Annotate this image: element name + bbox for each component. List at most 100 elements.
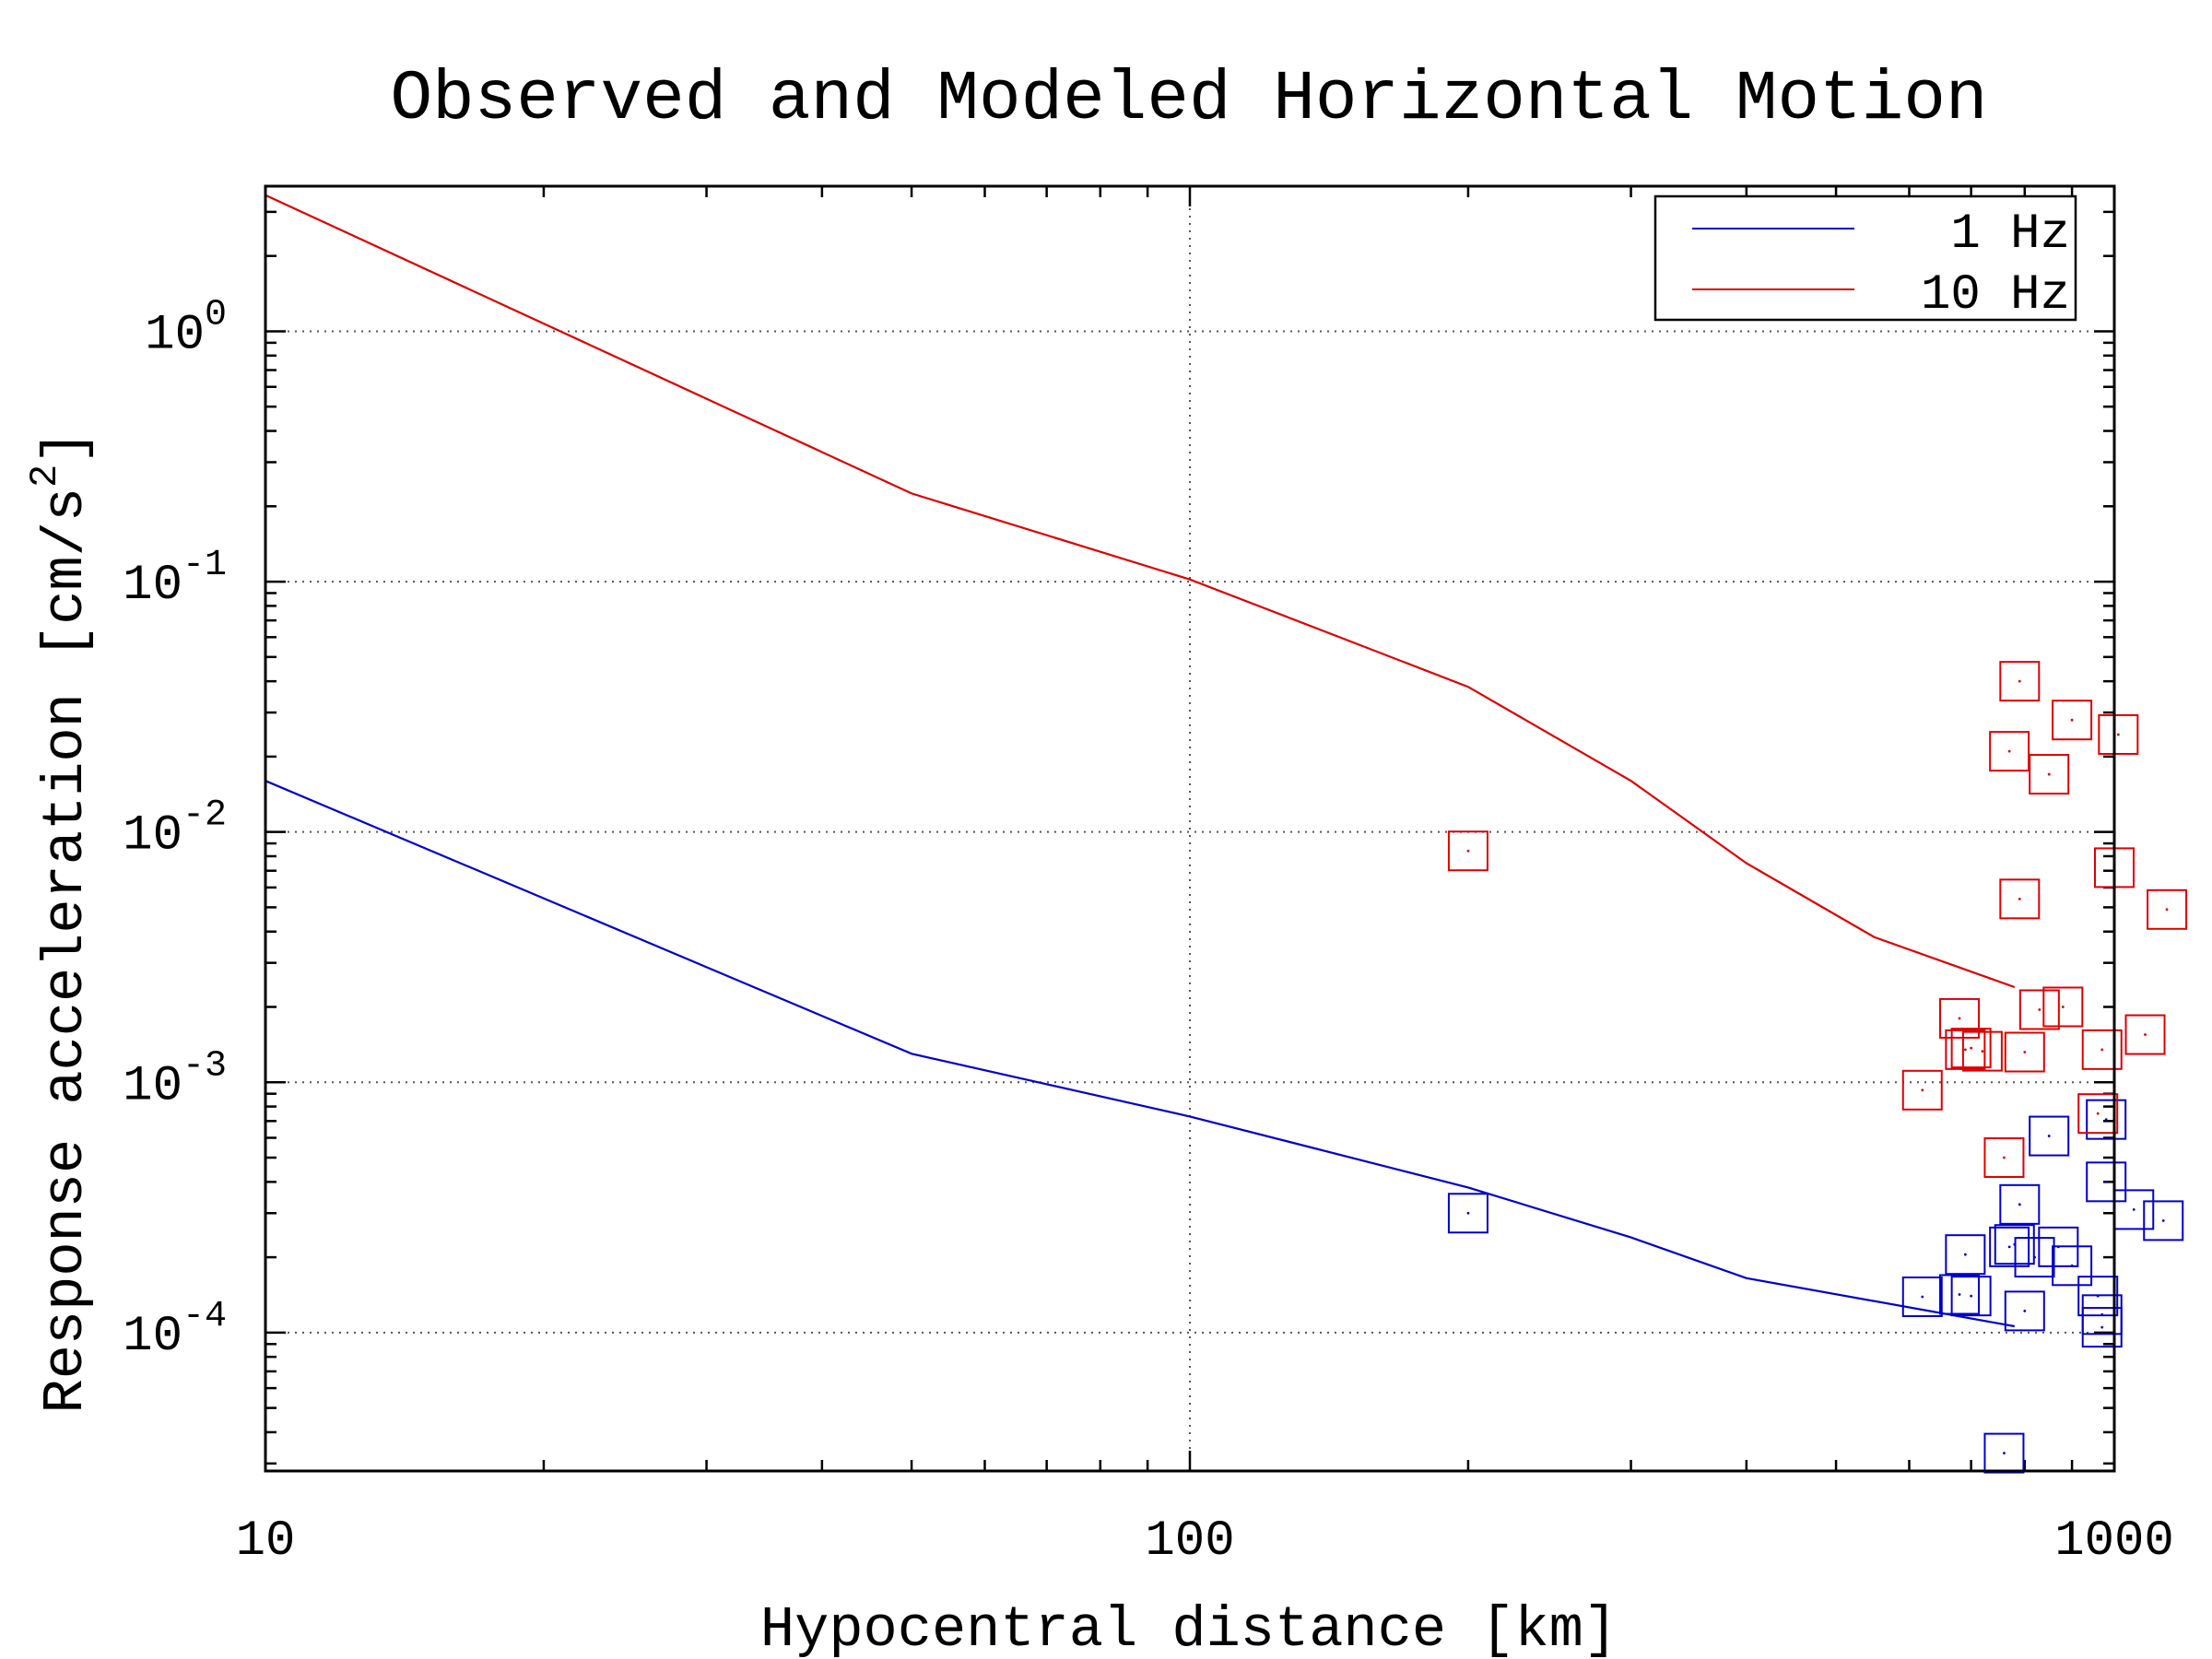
observed-point-1hz <box>2086 1099 2127 1140</box>
observed-point-10hz <box>1989 731 2030 772</box>
observed-point-10hz <box>1999 878 2041 920</box>
observed-point-center-10hz <box>1958 1017 1961 1020</box>
x-tick-label: 10 <box>236 1513 296 1570</box>
observed-point-center-1hz <box>2023 1309 2027 1312</box>
observed-point-1hz <box>1983 1432 2025 1474</box>
observed-point-1hz <box>2014 1237 2055 1278</box>
observed-point-1hz <box>1939 1274 1981 1315</box>
observed-point-center-10hz <box>1466 849 1470 853</box>
axis-ticks <box>264 186 2114 1471</box>
observed-point-1hz <box>2081 1307 2123 1348</box>
observed-point-1hz <box>2004 1290 2045 1332</box>
observed-point-1hz <box>2143 1200 2184 1241</box>
observed-point-center-10hz <box>1921 1088 1924 1092</box>
observed-point-10hz <box>2042 986 2084 1028</box>
model-line-10hz <box>265 194 2016 989</box>
observed-point-center-10hz <box>2116 733 2120 736</box>
observed-point-center-10hz <box>1970 1046 1973 1050</box>
observed-point-10hz <box>2052 700 2093 741</box>
observed-point-center-10hz <box>2047 772 2051 776</box>
observed-point-10hz <box>1961 1030 2003 1072</box>
observed-point-center-1hz <box>1963 1253 1967 1256</box>
observed-point-10hz <box>2018 989 2060 1030</box>
legend-box <box>1653 194 2077 322</box>
observed-point-center-1hz <box>2007 1245 2011 1249</box>
x-tick-label: 1000 <box>2054 1513 2174 1570</box>
y-tick-label: 10-3 <box>123 1045 227 1114</box>
grid <box>265 186 2114 1471</box>
observed-point-center-10hz <box>2144 1033 2147 1036</box>
observed-point-10hz <box>1999 661 2041 702</box>
observed-point-center-1hz <box>2100 1312 2104 1316</box>
x-tick-label: 100 <box>1145 1513 1234 1570</box>
y-tick-label: 10-2 <box>123 795 227 865</box>
observed-point-1hz <box>1945 1234 1986 1276</box>
observed-point-10hz <box>2098 713 2139 755</box>
y-tick-label: 100 <box>145 294 227 363</box>
observed-point-center-10hz <box>1981 1050 1984 1053</box>
observed-point-center-10hz <box>2165 908 2169 912</box>
observed-point-center-10hz <box>2038 1008 2041 1011</box>
observed-point-center-1hz <box>1958 1293 1961 1296</box>
observed-point-center-10hz <box>2018 679 2021 683</box>
observed-point-center-1hz <box>1921 1295 1924 1299</box>
observed-point-10hz <box>1447 830 1488 872</box>
y-axis-label: Response acceleration [cm/s2] <box>23 429 99 1413</box>
observed-point-center-1hz <box>2018 1203 2021 1206</box>
observed-point-center-1hz <box>1466 1211 1470 1215</box>
plot-area <box>265 194 2188 1474</box>
observed-point-1hz <box>2029 1115 2070 1157</box>
model-line-1hz <box>265 780 2015 1328</box>
observed-point-10hz <box>1950 1028 1992 1069</box>
observed-point-1hz <box>2086 1161 2127 1203</box>
legend-label-1hz: 1 Hz <box>1950 206 2070 263</box>
observed-point-center-10hz <box>2018 897 2021 900</box>
observed-point-1hz <box>2052 1245 2093 1287</box>
observed-point-10hz <box>2081 1029 2123 1070</box>
observed-point-10hz <box>1945 1029 1986 1070</box>
observed-point-10hz <box>2029 754 2070 795</box>
y-axis-label-sup: 2 <box>23 465 67 488</box>
observed-point-10hz <box>1901 1069 1943 1111</box>
observed-point-1hz <box>1999 1183 2041 1225</box>
observed-point-center-1hz <box>2100 1325 2104 1329</box>
observed-point-center-10hz <box>1963 1048 1967 1052</box>
observed-point-1hz <box>1950 1276 1992 1317</box>
observed-point-10hz <box>2147 888 2188 930</box>
observed-point-1hz <box>1989 1226 2030 1267</box>
legend-label-10hz: 10 Hz <box>1921 267 2070 324</box>
observed-point-center-1hz <box>2003 1452 2006 1455</box>
observed-point-10hz <box>2077 1093 2119 1135</box>
x-axis-label: Hypocentral distance [km] <box>760 1597 1618 1659</box>
legend: 1 Hz 10 Hz <box>1653 194 2077 324</box>
observed-point-center-10hz <box>2070 718 2074 722</box>
observed-point-center-10hz <box>2061 1006 2065 1008</box>
tick-labels: 10 100 1000 100 10-1 10-2 10-3 10-4 <box>123 294 2174 1570</box>
observed-point-center-10hz <box>2100 1048 2104 1052</box>
observed-point-center-1hz <box>2132 1207 2136 1211</box>
observed-point-center-10hz <box>2007 749 2011 753</box>
observed-point-center-1hz <box>2161 1219 2165 1222</box>
y-axis-label-text: Response acceleration [cm/s <box>33 488 99 1414</box>
observed-point-1hz <box>1901 1277 1943 1318</box>
observed-point-10hz <box>1983 1137 2025 1179</box>
observed-point-center-1hz <box>2070 1264 2074 1267</box>
observed-point-10hz <box>2124 1014 2166 1055</box>
observed-point-10hz <box>1939 997 1981 1039</box>
observed-point-center-1hz <box>1970 1294 1973 1298</box>
observed-point-center-10hz <box>2003 1156 2006 1159</box>
y-tick-label: 10-1 <box>123 545 227 614</box>
observed-point-center-1hz <box>2033 1255 2036 1259</box>
observed-point-10hz <box>2004 1031 2045 1073</box>
y-axis-label-close: ] <box>33 429 99 464</box>
plot-frame <box>264 184 2116 1473</box>
observed-point-center-1hz <box>2104 1180 2108 1183</box>
observed-point-center-10hz <box>2023 1051 2027 1053</box>
observed-point-1hz <box>1447 1193 1488 1234</box>
observed-point-center-1hz <box>2104 1118 2108 1122</box>
observed-point-center-1hz <box>2047 1135 2051 1137</box>
chart-title: Observed and Modeled Horizontal Motion <box>390 60 1987 139</box>
y-tick-label: 10-4 <box>123 1296 227 1365</box>
observed-point-center-10hz <box>2096 1112 2100 1115</box>
